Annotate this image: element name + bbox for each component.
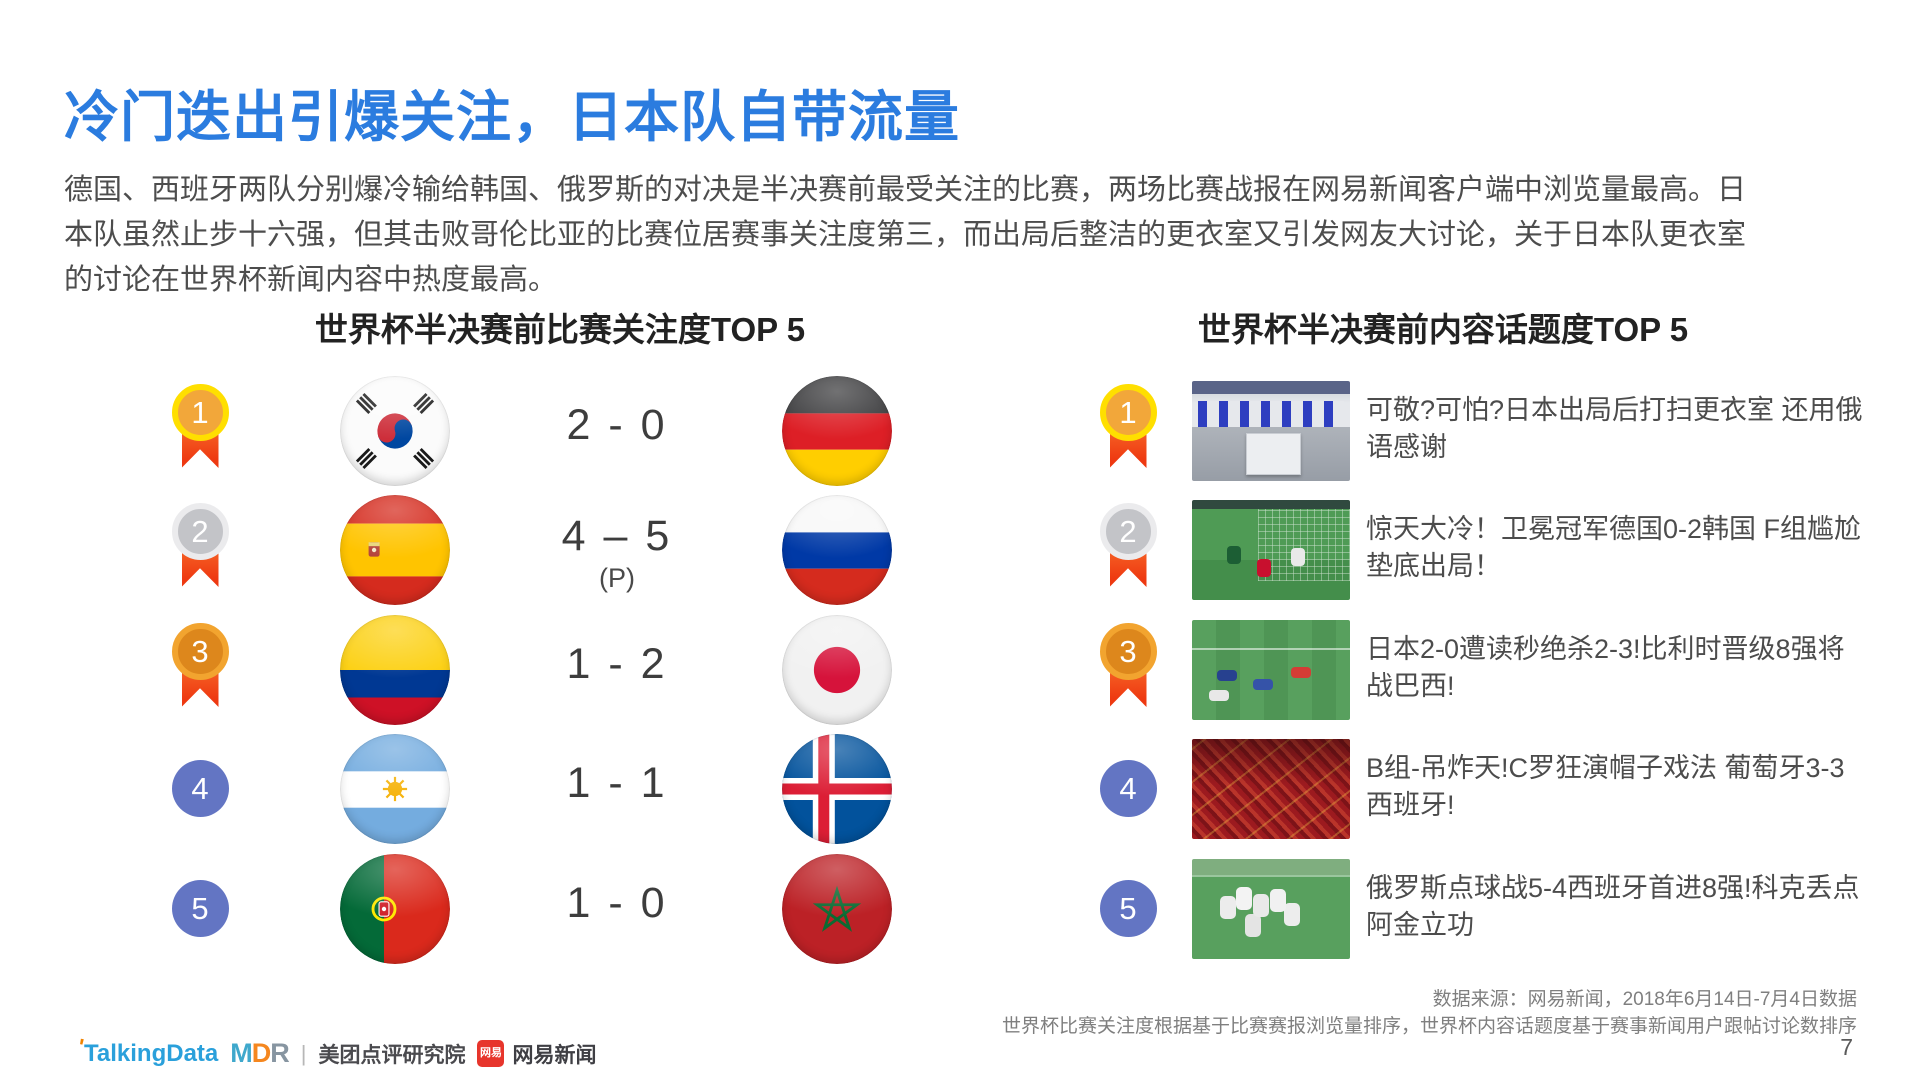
- rank-number: 2: [1099, 503, 1157, 560]
- intro-paragraph: 德国、西班牙两队分别爆冷输给韩国、俄罗斯的对决是半决赛前最受关注的比赛，两场比赛…: [64, 168, 1747, 303]
- news-headline: 可敬?可怕?日本出局后打扫更衣室 还用俄语感谢: [1366, 395, 1863, 462]
- thumbnail-japan-belgium-match: [1192, 620, 1350, 720]
- flag-russia-icon: [782, 495, 892, 605]
- flag-iceland-icon: [782, 734, 892, 844]
- score-value: 1 - 2: [566, 640, 668, 688]
- flag-colombia-icon: [340, 615, 450, 725]
- netease-news-logo: 网易新闻: [512, 1043, 597, 1067]
- rank-number: 2: [171, 503, 229, 560]
- rank-3-medal: 3: [170, 622, 230, 718]
- intro-line: 德国、西班牙两队分别爆冷输给韩国、俄罗斯的对决是半决赛前最受关注的比赛，两场比赛…: [64, 174, 1747, 206]
- score-value: 1 - 0: [566, 879, 668, 927]
- match-score: 4 – 5 (P): [517, 512, 717, 594]
- right-section-title: 世界杯半决赛前内容话题度TOP 5: [1197, 311, 1689, 348]
- flag-germany-icon: [782, 376, 892, 486]
- match-score: 1 - 2: [517, 640, 717, 689]
- news-headline: 惊天大冷！卫冕冠军德国0-2韩国 F组尴尬垫底出局！: [1366, 514, 1862, 581]
- score-value: 4 – 5: [561, 512, 673, 560]
- flag-morocco-icon: [782, 854, 892, 964]
- flag-south-korea-icon: [340, 376, 450, 486]
- news-headline: B组-吊炸天!C罗狂演帽子戏法 葡萄牙3-3西班牙!: [1366, 753, 1845, 820]
- rank-number: 5: [1099, 880, 1157, 937]
- rank-number: 3: [171, 623, 229, 680]
- rank-5-badge: 5: [1098, 861, 1158, 957]
- logo-divider: |: [300, 1040, 307, 1066]
- match-score: 1 - 0: [517, 879, 717, 928]
- rank-4-badge: 4: [170, 741, 230, 837]
- flag-spain-icon: [340, 495, 450, 605]
- news-headline: 俄罗斯点球战5-4西班牙首进8强!科克丢点阿金立功: [1366, 873, 1860, 940]
- intro-line: 本队虽然止步十六强，但其击败哥伦比亚的比赛位居赛事关注度第三，而出局后整洁的更衣…: [64, 219, 1747, 251]
- news-headline: 日本2-0遭读秒绝杀2-3!比利时晋级8强将战巴西!: [1366, 634, 1845, 701]
- page-title: 冷门迭出引爆关注，日本队自带流量: [64, 86, 961, 148]
- rank-number: 4: [1099, 760, 1157, 817]
- talkingdata-logo: ' TalkingData: [75, 1033, 219, 1067]
- rank-2-medal: 2: [170, 502, 230, 598]
- mdr-logo: MDR: [230, 1038, 289, 1068]
- source-line-1: 数据来源：网易新闻，2018年6月14日-7月4日数据: [1432, 989, 1857, 1010]
- left-section-title: 世界杯半决赛前比赛关注度TOP 5: [314, 311, 806, 348]
- rank-number: 4: [171, 760, 229, 817]
- netease-app-icon: 网易: [477, 1040, 505, 1067]
- flag-portugal-icon: [340, 854, 450, 964]
- match-score: 1 - 1: [517, 759, 717, 808]
- flag-japan-icon: [782, 615, 892, 725]
- score-value: 2 - 0: [566, 401, 668, 449]
- rank-2-medal: 2: [1098, 502, 1158, 598]
- score-value: 1 - 1: [566, 759, 668, 807]
- intro-line: 的讨论在世界杯新闻内容中热度最高。: [64, 264, 558, 296]
- match-score: 2 - 0: [517, 401, 717, 450]
- rank-number: 1: [1099, 384, 1157, 441]
- meituan-research-logo: 美团点评研究院: [318, 1043, 466, 1067]
- rank-5-badge: 5: [170, 861, 230, 957]
- data-source-note: 数据来源：网易新闻，2018年6月14日-7月4日数据 世界杯比赛关注度根据基于…: [1002, 986, 1857, 1040]
- rank-3-medal: 3: [1098, 622, 1158, 718]
- flag-argentina-icon: [340, 734, 450, 844]
- rank-number: 3: [1099, 623, 1157, 680]
- rank-number: 1: [171, 384, 229, 441]
- rank-number: 5: [171, 880, 229, 937]
- thumbnail-russia-celebration: [1192, 859, 1350, 959]
- thumbnail-germany-korea-goal: [1192, 500, 1350, 600]
- page-number: 7: [1840, 1034, 1853, 1060]
- thumbnail-locker-room: [1192, 381, 1350, 481]
- rank-4-badge: 4: [1098, 741, 1158, 837]
- score-note-penalties: (P): [599, 563, 635, 593]
- footer-logos: ' TalkingData MDR | 美团点评研究院 网易 网易新闻: [75, 1033, 597, 1069]
- source-line-2: 世界杯比赛关注度根据基于比赛赛报浏览量排序，世界杯内容话题度基于赛事新闻用户跟帖…: [1001, 1016, 1857, 1037]
- rank-1-medal: 1: [1098, 383, 1158, 479]
- thumbnail-portugal-spain-fans: [1192, 739, 1350, 839]
- rank-1-medal: 1: [170, 383, 230, 479]
